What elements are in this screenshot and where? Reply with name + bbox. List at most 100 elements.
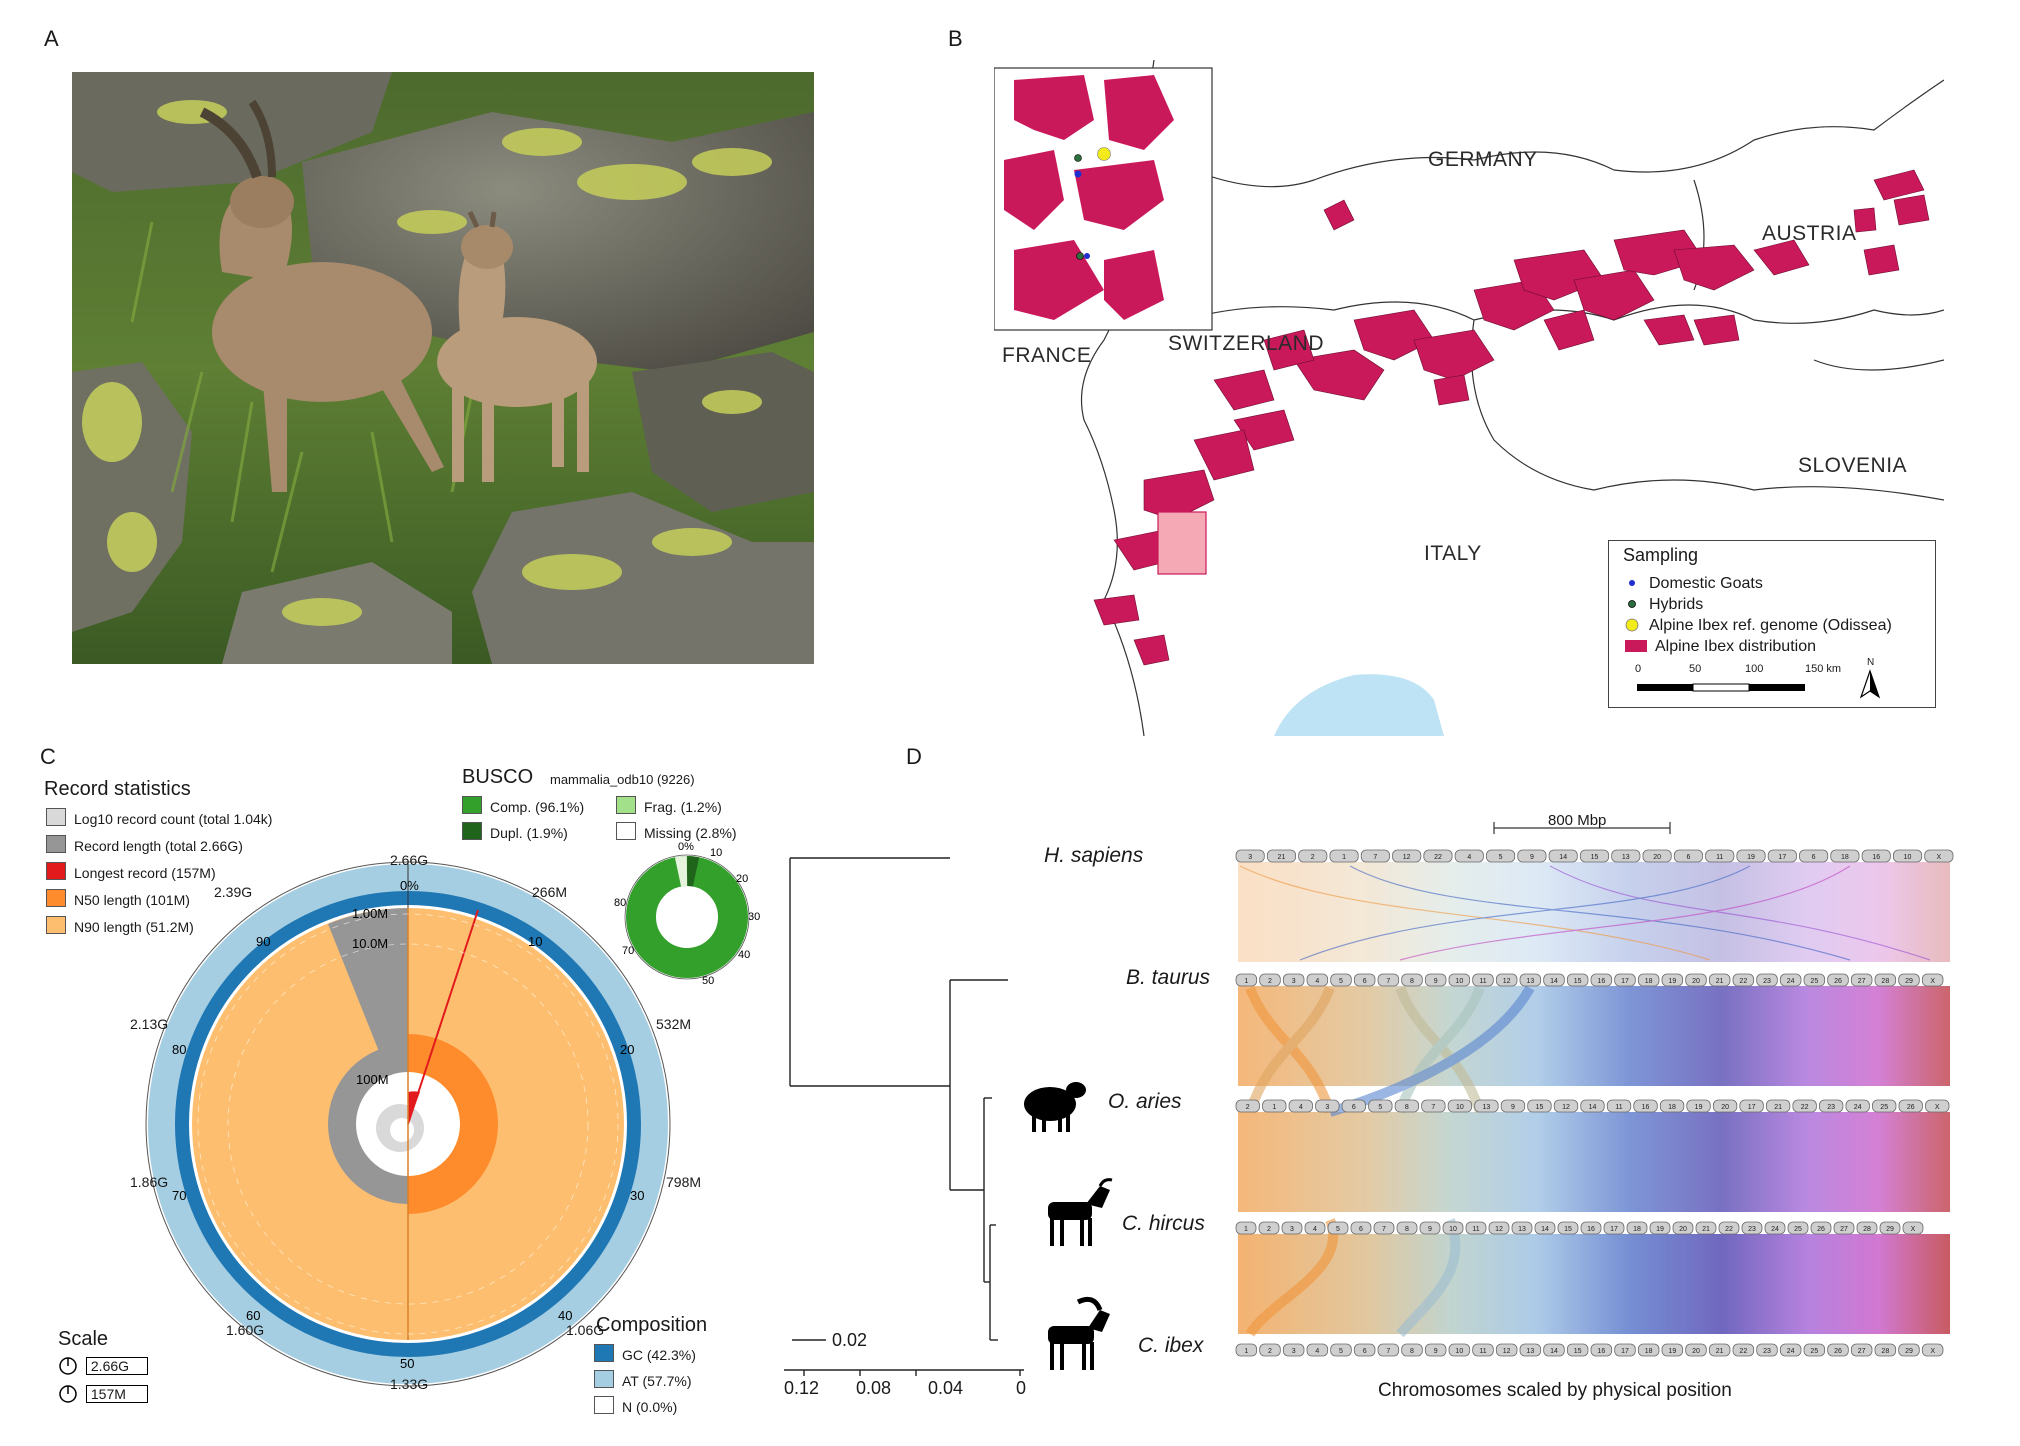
chromosome-box	[1266, 849, 1297, 863]
chromosome-box	[1394, 1099, 1420, 1113]
chromosome-label: 4	[1467, 854, 1471, 861]
chromosome-box	[1360, 849, 1390, 863]
chromosome-box	[1543, 1343, 1565, 1357]
chromosome-box	[1732, 1343, 1755, 1357]
outer-tick-1-86g: 1.86G	[130, 1174, 169, 1190]
ibex-photo	[72, 72, 814, 664]
species-label-human: H. sapiens	[1044, 844, 1144, 867]
chromosome-label: 18	[1633, 1226, 1641, 1233]
clock-icon	[59, 1357, 77, 1375]
chromosome-box	[1472, 1343, 1494, 1357]
chromosome-label: 1	[1272, 1104, 1276, 1111]
busco-tick-30: 30	[748, 911, 760, 923]
chromosome-label: 11	[1479, 1348, 1486, 1355]
chromosome-box	[1353, 973, 1376, 987]
chromosome-label: 22	[1739, 1348, 1747, 1355]
inner-tick-90: 90	[256, 934, 270, 949]
tree-axis-tick-0-04: 0.04	[928, 1378, 964, 1398]
species-label-goat: C. hircus	[1122, 1212, 1205, 1235]
tree-scale-label: 0.02	[832, 1330, 868, 1350]
phylogeny-tree	[784, 857, 1024, 1376]
chromosome-label: 18	[1645, 1348, 1653, 1355]
chromosome-box	[1259, 1343, 1281, 1357]
chromosome-box	[1695, 1221, 1717, 1235]
busco-missing: Missing (2.8%)	[616, 822, 737, 842]
chromosome-label: 3	[1290, 1226, 1294, 1233]
chromosome-box	[1330, 973, 1352, 987]
legend-title: Sampling	[1623, 545, 1699, 565]
chromosome-label: 24	[1787, 978, 1795, 985]
chromosome-box	[1580, 1221, 1602, 1235]
north-arrow-icon	[1859, 669, 1881, 699]
chromosome-box	[1898, 1099, 1923, 1113]
chromosome-label: 21	[1716, 1348, 1724, 1355]
chromosome-label: 17	[1610, 1226, 1618, 1233]
blue-dot-icon	[1629, 580, 1635, 586]
legend-item-distribution: Alpine Ibex distribution	[1625, 638, 1816, 656]
map-inset	[994, 67, 1213, 331]
chromosome-label: 13	[1483, 1104, 1491, 1111]
chromosome-label: 26	[1834, 1348, 1842, 1355]
record-stat-longest: Longest record (157M)	[46, 862, 216, 882]
swatch-icon	[46, 862, 66, 880]
country-label-slovenia: SLOVENIA	[1798, 454, 1908, 477]
chromosome-label: 14	[1559, 854, 1567, 861]
legend-item-reference-genome: Alpine Ibex ref. genome (Odissea)	[1625, 617, 1892, 635]
chromosome-box	[1235, 973, 1258, 987]
chromosome-label: 3	[1292, 978, 1296, 985]
outer-tick-2-39g: 2.39G	[214, 884, 253, 900]
chromosome-box	[1708, 1343, 1731, 1357]
chromosome-box	[1779, 1343, 1802, 1357]
chromosome-label: 21	[1278, 854, 1286, 861]
chromosome-box	[1921, 973, 1944, 987]
busco-complete: Comp. (96.1%)	[462, 796, 584, 816]
chromosome-label: 13	[1526, 978, 1534, 985]
chromosome-label: 26	[1834, 978, 1842, 985]
chromosome-box	[1861, 849, 1891, 863]
chromosome-label: 19	[1695, 1104, 1703, 1111]
legend-item-domestic-goats: Domestic Goats	[1625, 575, 1763, 593]
chromosome-box	[1856, 1221, 1878, 1235]
radial-label-1m: 1.00M	[352, 906, 388, 921]
busco-tick-0: 0%	[678, 842, 694, 853]
scale-tick-100: 100	[1745, 663, 1764, 675]
chromosome-box	[1924, 849, 1954, 863]
outer-tick-1-60g: 1.60G	[226, 1322, 265, 1338]
chromosome-label: 29	[1886, 1226, 1894, 1233]
chromosome-box	[1566, 973, 1589, 987]
chromosome-label: 22	[1801, 1104, 1809, 1111]
chromosome-box	[1685, 1343, 1707, 1357]
tree-axis-tick-0: 0	[1016, 1378, 1027, 1398]
chromosome-box	[1686, 1099, 1711, 1113]
swatch-icon	[616, 796, 636, 814]
chromosome-box	[1590, 1343, 1613, 1357]
chromosome-box	[1548, 849, 1578, 863]
country-label-france: FRANCE	[1002, 344, 1092, 367]
chromosome-label: 19	[1747, 854, 1755, 861]
chromosome-label: 15	[1564, 1226, 1572, 1233]
swatch-icon	[462, 796, 482, 814]
chromosome-box	[1767, 849, 1797, 863]
chromosome-label: 23	[1827, 1104, 1835, 1111]
chromosome-label: 24	[1854, 1104, 1862, 1111]
chromosome-box	[1850, 1343, 1873, 1357]
chromosome-box	[1298, 849, 1328, 863]
chromosome-box	[1373, 1221, 1395, 1235]
chromosome-label: 25	[1880, 1104, 1888, 1111]
chromosome-label: 10	[1449, 1226, 1457, 1233]
swatch-icon	[616, 822, 636, 840]
inner-tick-70: 70	[172, 1188, 186, 1203]
chromosome-label: 22	[1739, 978, 1747, 985]
chromosome-box	[1673, 849, 1703, 863]
chromosome-label: 28	[1881, 978, 1889, 985]
chromosome-label: 15	[1536, 1104, 1544, 1111]
goat-silhouette-icon	[1048, 1178, 1113, 1246]
synteny-scale-label: 800 Mbp	[1548, 812, 1607, 829]
chromosome-label: X	[1911, 1226, 1916, 1233]
chromosome-box	[1898, 973, 1920, 987]
chromosome-box	[1892, 849, 1923, 863]
chromosome-box	[1235, 1099, 1260, 1113]
inner-tick-0: 0%	[400, 878, 419, 893]
scale-tick-0: 0	[1635, 663, 1642, 675]
chromosome-label: 16	[1642, 1104, 1650, 1111]
